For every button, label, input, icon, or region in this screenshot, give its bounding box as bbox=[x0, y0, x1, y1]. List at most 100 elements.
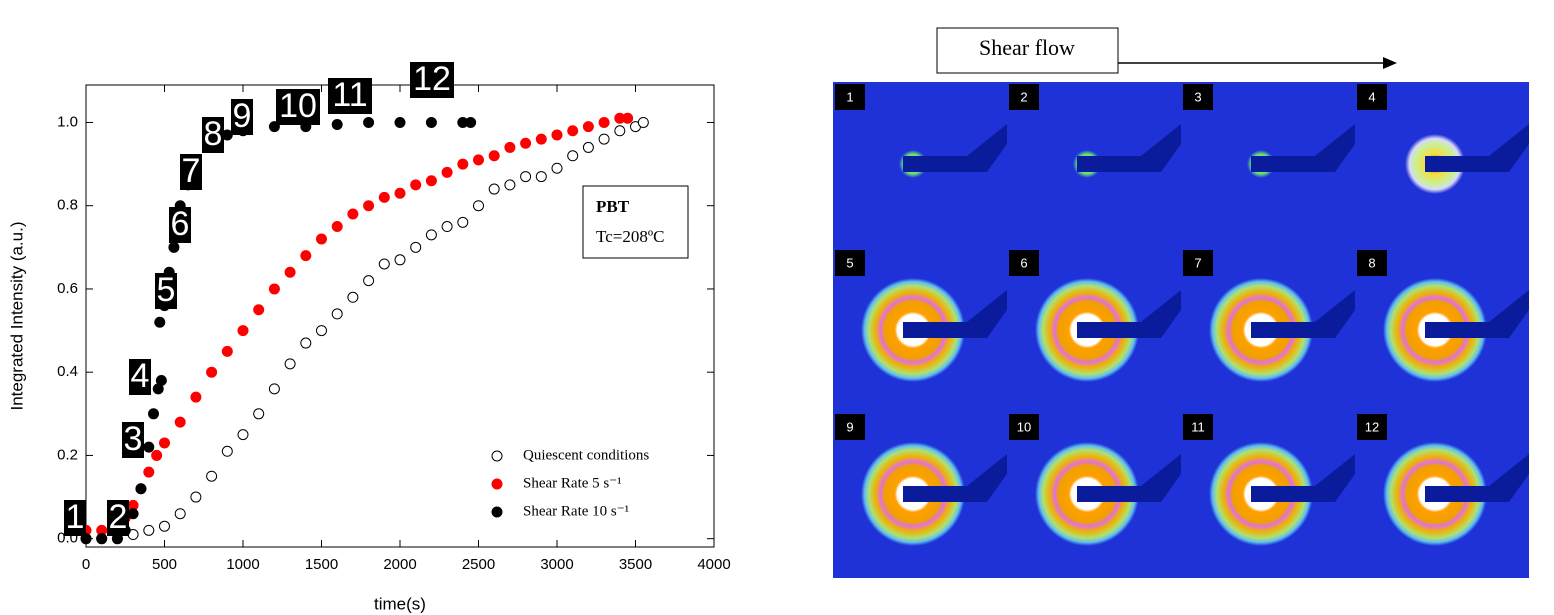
beam-stop bbox=[1077, 290, 1181, 338]
data-point bbox=[284, 358, 296, 370]
data-point bbox=[143, 466, 155, 478]
data-point bbox=[394, 116, 406, 128]
data-point bbox=[300, 250, 312, 262]
point-label-box bbox=[129, 359, 151, 395]
data-point bbox=[457, 216, 469, 228]
data-point bbox=[284, 266, 296, 278]
point-label: 6 bbox=[171, 205, 190, 243]
tile-label-box bbox=[1183, 84, 1213, 110]
data-point bbox=[174, 508, 186, 520]
annotation-text: Tc=208ºC bbox=[596, 227, 664, 246]
point-label-box bbox=[122, 422, 144, 458]
data-point bbox=[598, 133, 610, 145]
data-point bbox=[190, 491, 202, 503]
data-point bbox=[331, 119, 343, 131]
tile-label: 8 bbox=[1368, 255, 1375, 270]
data-point bbox=[268, 283, 280, 295]
tile-label: 10 bbox=[1017, 419, 1031, 434]
tile-label: 6 bbox=[1020, 255, 1027, 270]
legend-marker bbox=[491, 478, 503, 490]
data-point bbox=[159, 520, 170, 532]
data-point bbox=[567, 150, 579, 162]
data-point bbox=[378, 258, 390, 270]
data-point bbox=[143, 524, 155, 536]
x-tick-label: 1000 bbox=[226, 556, 259, 573]
tile-label: 4 bbox=[1368, 89, 1375, 104]
y-tick-label: 1.0 bbox=[57, 113, 78, 130]
data-point bbox=[206, 470, 218, 482]
data-point bbox=[331, 221, 343, 233]
tile-label-box bbox=[1183, 414, 1213, 440]
data-point bbox=[582, 141, 594, 153]
point-label-box bbox=[107, 500, 129, 536]
point-label-box bbox=[202, 117, 224, 153]
x-tick-label: 0 bbox=[82, 556, 90, 573]
x-tick-label: 2500 bbox=[462, 556, 495, 573]
beam-stop bbox=[903, 454, 1007, 502]
legend-marker bbox=[491, 450, 503, 462]
data-point bbox=[237, 325, 249, 337]
data-point bbox=[221, 345, 233, 357]
tile-label-box bbox=[835, 414, 865, 440]
tile-label-box bbox=[1009, 84, 1039, 110]
data-point bbox=[331, 308, 343, 320]
data-point bbox=[425, 229, 437, 241]
annotation-box bbox=[582, 185, 689, 259]
data-point bbox=[190, 391, 202, 403]
data-point bbox=[127, 508, 139, 520]
data-point bbox=[159, 437, 170, 449]
point-label: 5 bbox=[157, 271, 176, 309]
data-point bbox=[457, 158, 469, 170]
shear-flow-box bbox=[936, 27, 1119, 74]
annotation-text: PBT bbox=[596, 197, 630, 216]
legend-label: Quiescent conditions bbox=[523, 447, 649, 463]
beam-stop bbox=[1077, 124, 1181, 172]
beam-stop bbox=[1251, 124, 1355, 172]
data-point bbox=[253, 408, 265, 420]
data-point bbox=[520, 171, 532, 183]
data-point bbox=[363, 116, 375, 128]
data-point bbox=[622, 112, 634, 124]
data-point bbox=[143, 441, 155, 453]
tile-label-box bbox=[1183, 250, 1213, 276]
point-label-box bbox=[410, 62, 454, 98]
point-label-box bbox=[180, 154, 202, 190]
shear-flow-title: Shear flow bbox=[979, 35, 1075, 60]
data-point bbox=[551, 162, 563, 174]
data-point bbox=[504, 141, 516, 153]
data-point bbox=[316, 233, 327, 245]
data-point bbox=[148, 408, 160, 420]
data-point bbox=[441, 221, 453, 233]
data-point bbox=[614, 125, 626, 137]
tile-label-box bbox=[835, 250, 865, 276]
data-point bbox=[488, 183, 500, 195]
data-point bbox=[155, 375, 167, 387]
data-point bbox=[316, 325, 327, 337]
beam-stop bbox=[903, 124, 1007, 172]
data-point bbox=[237, 429, 249, 441]
data-point bbox=[154, 316, 166, 328]
arrow-head bbox=[1383, 57, 1397, 69]
data-point bbox=[168, 241, 180, 253]
data-point bbox=[174, 416, 186, 428]
data-point bbox=[347, 291, 359, 303]
point-label: 2 bbox=[109, 498, 128, 536]
point-label: 3 bbox=[124, 420, 143, 458]
data-point bbox=[473, 200, 484, 212]
data-point bbox=[394, 187, 406, 199]
tile-label: 3 bbox=[1194, 89, 1201, 104]
data-point bbox=[96, 533, 108, 545]
data-point bbox=[253, 304, 265, 316]
data-point bbox=[473, 154, 484, 166]
point-label-box bbox=[276, 89, 320, 125]
point-label: 10 bbox=[279, 87, 317, 125]
legend-label: Shear Rate 10 s⁻¹ bbox=[523, 503, 629, 519]
tile-label: 12 bbox=[1365, 419, 1379, 434]
data-point bbox=[441, 166, 453, 178]
legend-marker bbox=[491, 506, 503, 518]
tile-label: 9 bbox=[846, 419, 853, 434]
x-tick-label: 500 bbox=[152, 556, 177, 573]
data-point bbox=[598, 116, 610, 128]
data-point bbox=[347, 208, 359, 220]
